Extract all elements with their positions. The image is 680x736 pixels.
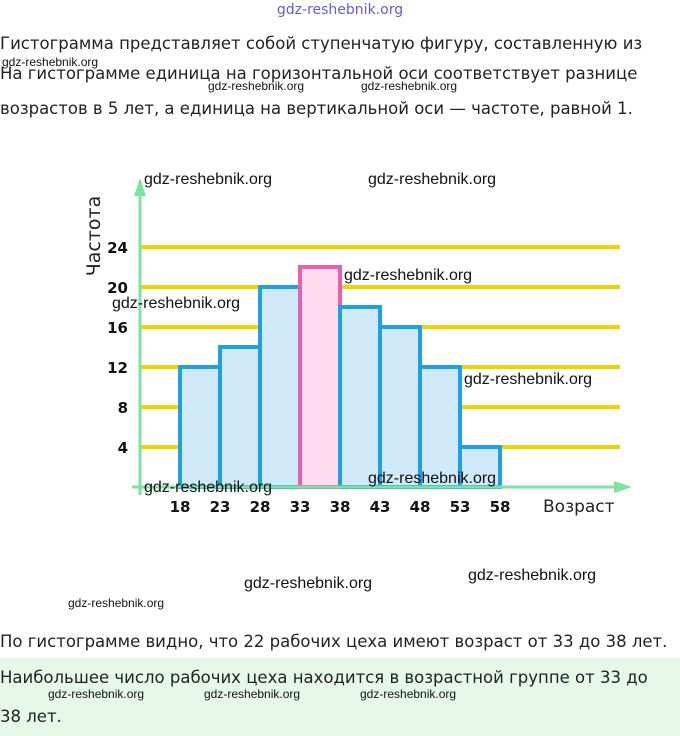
watermark: gdz-reshebnik.org: [368, 171, 497, 188]
watermark: gdz-reshebnik.org: [361, 79, 458, 93]
histogram-bar: [258, 285, 302, 489]
watermark: gdz-reshebnik.org: [464, 371, 593, 388]
y-tick-label: 20: [107, 279, 128, 297]
watermark: gdz-reshebnik.org: [208, 79, 305, 93]
watermark: gdz-reshebnik.org: [144, 479, 273, 496]
watermark: gdz-reshebnik.org: [344, 267, 473, 284]
watermark: gdz-reshebnik.org: [68, 596, 165, 610]
histogram-bar: [338, 305, 382, 489]
x-tick-label: 18: [170, 498, 191, 516]
answer-text-line-2: 38 лет.: [0, 707, 62, 726]
x-tick-label: 58: [490, 498, 511, 516]
watermark: gdz-reshebnik.org: [360, 687, 457, 701]
answer-text-line-1: Наибольшее число рабочих цеха находится …: [0, 668, 648, 687]
x-tick-label: 53: [450, 498, 471, 516]
y-tick-label: 8: [118, 399, 128, 417]
x-tick-label: 43: [370, 498, 391, 516]
x-axis-arrow: [614, 481, 632, 493]
answer-box: Наибольшее число рабочих цеха находится …: [0, 658, 680, 736]
y-tick-label: 24: [107, 239, 128, 257]
watermark: gdz-reshebnik.org: [244, 575, 373, 592]
y-axis-title: Частота: [83, 196, 105, 277]
x-tick-label: 28: [250, 498, 271, 516]
y-tick-label: 12: [107, 359, 128, 377]
x-tick-label: 33: [290, 498, 311, 516]
histogram-bar: [378, 325, 422, 489]
y-axis-arrow: [134, 178, 146, 196]
intro-text-line-2: На гистограмме единица на горизонтальной…: [0, 64, 638, 83]
histogram-bar: [178, 365, 222, 489]
result-text: По гистограмме видно, что 22 рабочих цех…: [0, 632, 668, 651]
y-tick-label: 16: [107, 319, 128, 337]
bar-layer: [178, 265, 502, 489]
watermark: gdz-reshebnik.org: [368, 470, 497, 487]
watermark: gdz-reshebnik.org: [468, 567, 597, 584]
histogram-bar: [458, 445, 502, 489]
x-tick-label: 38: [330, 498, 351, 516]
histogram-bar-highlight: [298, 265, 342, 489]
histogram-bar: [418, 365, 462, 489]
watermark: gdz-reshebnik.org: [144, 171, 273, 188]
axis-layer: [132, 178, 632, 495]
site-header[interactable]: gdz-reshebnik.org: [276, 2, 404, 18]
watermark: gdz-reshebnik.org: [112, 295, 241, 312]
watermark: gdz-reshebnik.org: [2, 55, 99, 69]
watermark: gdz-reshebnik.org: [204, 687, 301, 701]
intro-text-line-1: Гистограмма представляет собой ступенчат…: [0, 34, 643, 53]
x-tick-label: 48: [410, 498, 431, 516]
x-axis-title: Возраст: [543, 497, 615, 517]
y-tick-label: 4: [118, 439, 128, 457]
histogram-bar: [218, 345, 262, 489]
x-tick-label: 23: [210, 498, 231, 516]
watermark: gdz-reshebnik.org: [48, 687, 145, 701]
intro-text-line-3: возрастов в 5 лет, а единица на вертикал…: [0, 99, 633, 118]
